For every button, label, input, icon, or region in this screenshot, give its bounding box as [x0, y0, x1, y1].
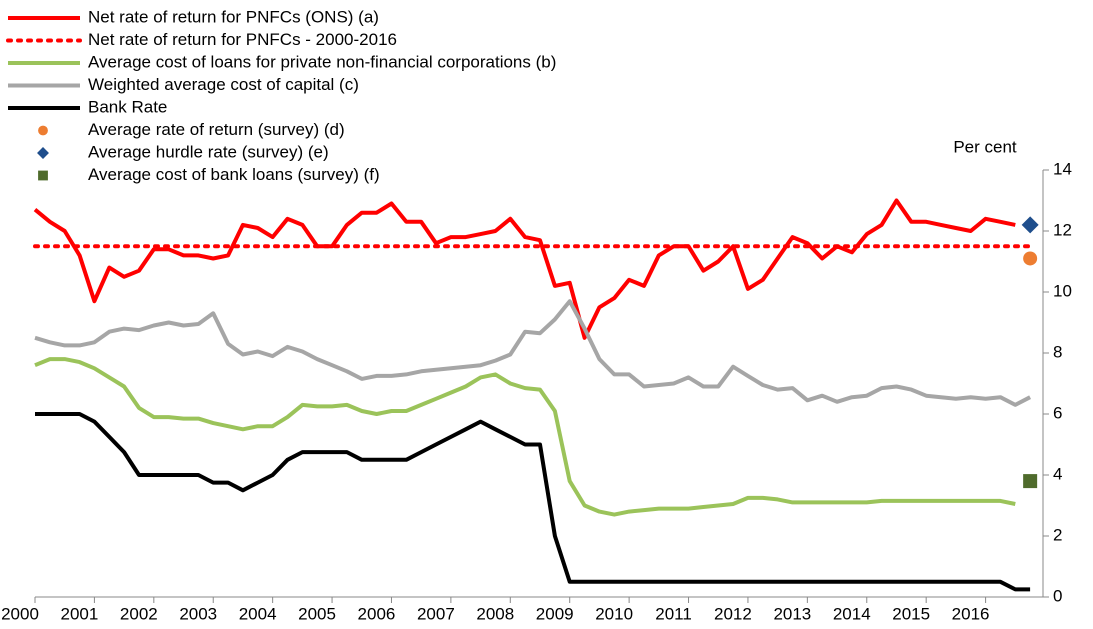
legend-label: Average cost of bank loans (survey) (f) — [88, 165, 380, 184]
x-tick-label: 2001 — [60, 604, 98, 623]
y-tick-label: 8 — [1053, 342, 1062, 361]
legend-label: Bank Rate — [88, 97, 167, 116]
y-tick-label: 6 — [1053, 403, 1062, 422]
y-tick-label: 2 — [1053, 525, 1062, 544]
legend-marker — [38, 125, 48, 136]
x-tick-label: 2015 — [892, 604, 930, 623]
y-tick-label: 12 — [1053, 220, 1072, 239]
x-tick-label: 2016 — [952, 604, 990, 623]
y-tick-label: 4 — [1053, 464, 1062, 483]
x-tick-label: 2014 — [833, 604, 871, 623]
x-tick-label: 2002 — [120, 604, 158, 623]
x-tick-label: 2008 — [476, 604, 514, 623]
survey-point — [1023, 251, 1038, 266]
x-tick-label: 2003 — [179, 604, 217, 623]
series-line — [33, 198, 1016, 340]
legend-label: Net rate of return for PNFCs (ONS) (a) — [88, 7, 379, 26]
y-tick-label: 14 — [1053, 159, 1072, 178]
legend-marker — [37, 147, 49, 159]
series-line — [34, 357, 1016, 517]
series-line — [35, 412, 1031, 592]
x-tick-label: 2000 — [1, 604, 39, 623]
x-tick-label: 2011 — [655, 604, 692, 623]
legend-label: Average cost of loans for private non-fi… — [88, 52, 556, 71]
legend-label: Net rate of return for PNFCs - 2000-2016 — [88, 30, 397, 49]
x-tick-label: 2004 — [239, 604, 277, 623]
legend-label: Average hurdle rate (survey) (e) — [88, 142, 329, 161]
x-tick-label: 2006 — [358, 604, 396, 623]
legend-label: Weighted average cost of capital (c) — [88, 75, 359, 94]
y-tick-label: 0 — [1053, 586, 1062, 605]
x-tick-label: 2009 — [536, 604, 574, 623]
series-line — [34, 299, 1032, 407]
legend-label: Average rate of return (survey) (d) — [88, 120, 345, 139]
x-tick-label: 2012 — [714, 604, 752, 623]
x-tick-label: 2007 — [417, 604, 455, 623]
y-tick-label: 10 — [1053, 281, 1072, 300]
x-tick-label: 2005 — [298, 604, 336, 623]
x-tick-label: 2013 — [773, 604, 811, 623]
legend-marker — [38, 170, 48, 181]
y-axis-label: Per cent — [953, 137, 1017, 156]
survey-point — [1023, 474, 1038, 489]
survey-point — [1021, 216, 1039, 234]
x-tick-label: 2010 — [595, 604, 633, 623]
